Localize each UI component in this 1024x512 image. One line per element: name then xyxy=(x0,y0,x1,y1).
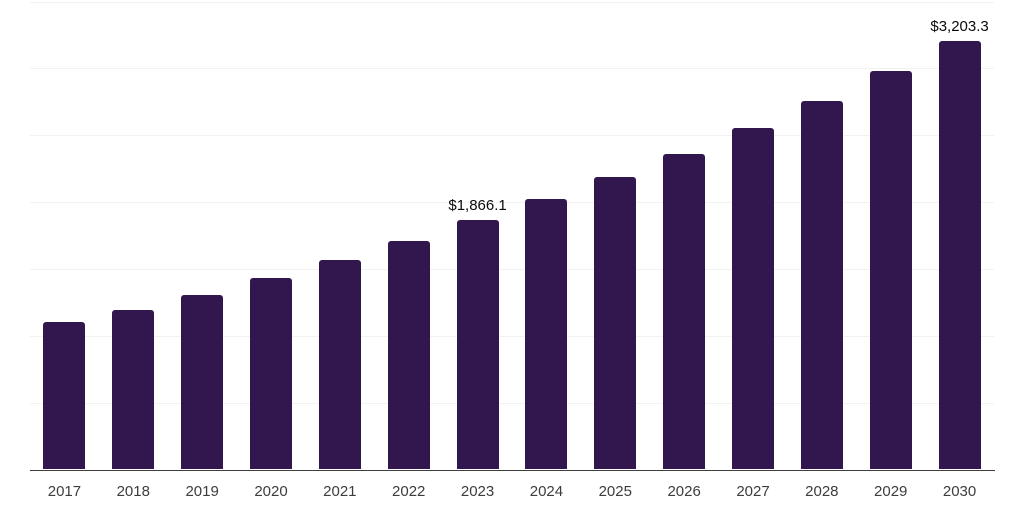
gridline xyxy=(30,68,994,70)
bar-2027 xyxy=(732,127,774,470)
x-tick-label-2026: 2026 xyxy=(667,483,701,500)
x-tick-label-2030: 2030 xyxy=(942,483,977,500)
x-tick-label-2025: 2025 xyxy=(598,483,632,500)
data-label-2023: $1,866.1 xyxy=(448,196,507,214)
gridline xyxy=(30,268,994,270)
data-label-2030: $3,203.3 xyxy=(930,18,989,36)
bar-2022 xyxy=(387,240,430,470)
gridline xyxy=(30,1,994,3)
gridline xyxy=(30,402,994,404)
bar-2028 xyxy=(800,100,843,470)
bar-2024 xyxy=(525,198,568,470)
x-tick-label-2027: 2027 xyxy=(736,483,770,500)
bar-2029 xyxy=(869,71,912,470)
x-tick-label-2028: 2028 xyxy=(805,483,839,500)
bar-2030 xyxy=(938,41,981,470)
x-tick-label-2021: 2021 xyxy=(323,483,357,500)
gridline xyxy=(30,202,994,204)
bar-2019 xyxy=(181,294,224,470)
bar-2023 xyxy=(456,219,499,470)
gridline xyxy=(30,335,994,337)
bar-2020 xyxy=(250,278,292,470)
bar-2021 xyxy=(318,259,361,470)
x-axis-line xyxy=(30,469,995,471)
x-tick-label-2019: 2019 xyxy=(185,483,219,500)
x-tick-label-2018: 2018 xyxy=(116,483,150,500)
gridline xyxy=(30,135,994,137)
x-tick-label-2024: 2024 xyxy=(529,483,564,500)
bar-2026 xyxy=(663,153,706,470)
x-tick-label-2022: 2022 xyxy=(392,483,426,500)
bar-2025 xyxy=(594,176,637,470)
x-tick-label-2029: 2029 xyxy=(874,483,908,500)
bar-2017 xyxy=(43,322,86,470)
x-tick-label-2023: 2023 xyxy=(460,483,495,500)
x-tick-label-2020: 2020 xyxy=(254,483,288,500)
x-tick-label-2017: 2017 xyxy=(47,483,82,500)
bar-2018 xyxy=(112,310,155,470)
